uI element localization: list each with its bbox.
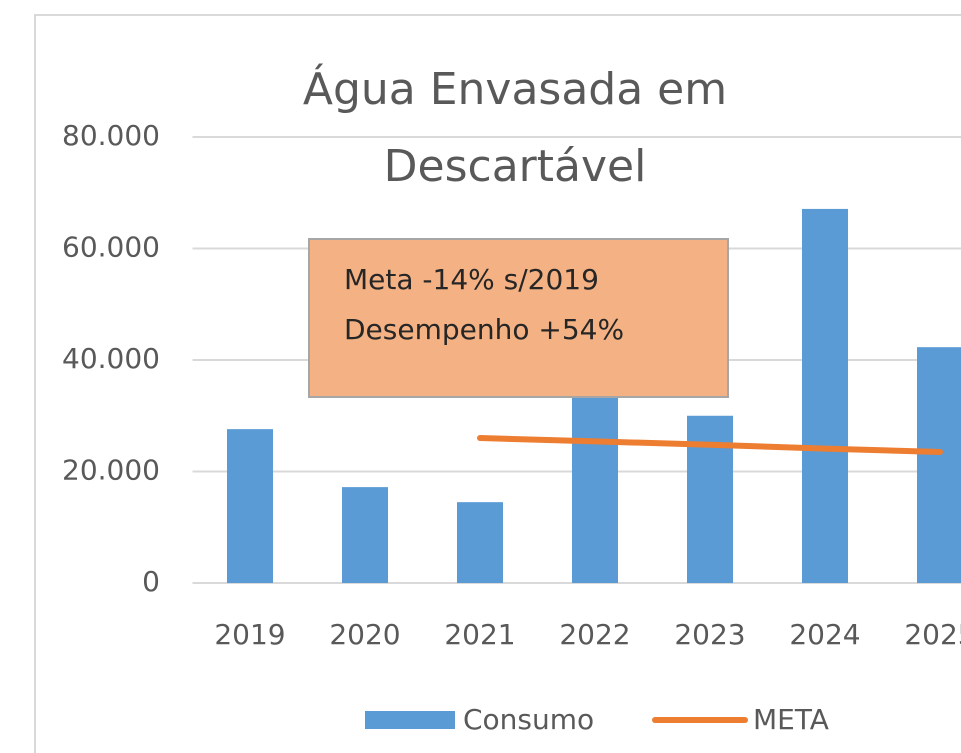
chart-title: Água Envasada em [303,62,727,115]
x-tick-label: 2021 [444,618,515,651]
bar [342,487,388,583]
bar [227,429,273,583]
bar [802,208,848,584]
chart-title: Descartável [384,141,647,192]
legend-label: Consumo [463,703,594,736]
x-tick-label: 2023 [674,618,745,651]
bar [457,502,503,583]
annotation-box [308,238,729,398]
x-tick-label: 2022 [559,618,630,651]
y-tick-label: 20.000 [62,454,160,487]
y-tick-label: 80.000 [62,119,160,152]
annotation-text: Meta -14% s/2019 [344,263,599,296]
legend-swatch [365,711,455,729]
bar [572,371,618,583]
annotation-text: Desempenho +54% [344,313,624,346]
x-tick-label: 2024 [789,618,860,651]
x-tick-label: 2025 [904,618,961,651]
x-tick-label: 2019 [214,618,285,651]
y-tick-label: 40.000 [62,342,160,375]
y-tick-label: 0 [142,565,160,598]
x-tick-label: 2020 [329,618,400,651]
legend-label: META [753,703,829,736]
bar [917,347,961,583]
meta-line [477,435,943,455]
y-tick-label: 60.000 [62,231,160,264]
bar [687,415,733,583]
